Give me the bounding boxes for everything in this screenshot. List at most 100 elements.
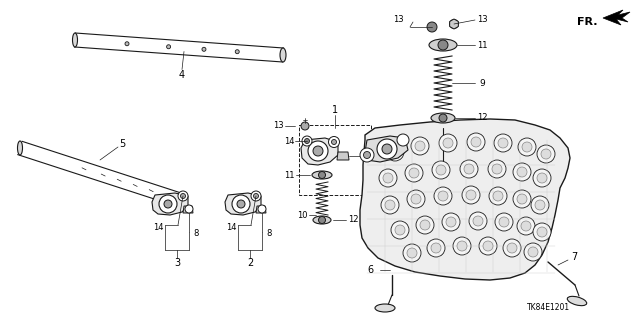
Ellipse shape — [313, 216, 331, 224]
Circle shape — [405, 164, 423, 182]
Circle shape — [446, 217, 456, 227]
Circle shape — [251, 191, 261, 201]
Ellipse shape — [375, 304, 395, 312]
Circle shape — [533, 223, 551, 241]
Text: 8: 8 — [266, 229, 272, 239]
Circle shape — [395, 225, 405, 235]
Text: 8: 8 — [366, 152, 372, 160]
Circle shape — [164, 200, 172, 208]
Circle shape — [432, 161, 450, 179]
Circle shape — [537, 145, 555, 163]
Circle shape — [431, 243, 441, 253]
Circle shape — [385, 200, 395, 210]
Circle shape — [471, 137, 481, 147]
Polygon shape — [225, 193, 261, 215]
Circle shape — [517, 217, 535, 235]
Circle shape — [391, 221, 409, 239]
Circle shape — [364, 152, 371, 159]
Ellipse shape — [72, 33, 77, 47]
Circle shape — [360, 148, 374, 162]
Circle shape — [464, 164, 474, 174]
Circle shape — [503, 239, 521, 257]
Ellipse shape — [280, 48, 286, 62]
Polygon shape — [360, 119, 570, 280]
Circle shape — [495, 213, 513, 231]
Circle shape — [513, 163, 531, 181]
Text: TK84E1201: TK84E1201 — [527, 303, 570, 313]
Circle shape — [420, 220, 430, 230]
Polygon shape — [152, 193, 188, 215]
Circle shape — [434, 187, 452, 205]
Text: FR.: FR. — [577, 17, 598, 27]
Circle shape — [492, 164, 502, 174]
Text: 12: 12 — [477, 114, 487, 122]
Circle shape — [466, 190, 476, 200]
Ellipse shape — [17, 141, 22, 155]
Circle shape — [467, 133, 485, 151]
Circle shape — [258, 205, 266, 213]
Circle shape — [381, 196, 399, 214]
Circle shape — [494, 134, 512, 152]
Ellipse shape — [177, 193, 183, 207]
Circle shape — [473, 216, 483, 226]
Circle shape — [386, 143, 404, 161]
Circle shape — [498, 138, 508, 148]
Circle shape — [302, 136, 312, 146]
Circle shape — [319, 172, 326, 179]
Bar — [299, 125, 371, 195]
Circle shape — [518, 138, 536, 156]
Polygon shape — [603, 10, 630, 25]
Text: 5: 5 — [119, 139, 125, 149]
Circle shape — [460, 160, 478, 178]
Text: 1: 1 — [332, 105, 338, 115]
Text: 9: 9 — [479, 78, 485, 87]
Circle shape — [411, 137, 429, 155]
Text: 2: 2 — [247, 258, 253, 268]
Polygon shape — [301, 138, 338, 165]
Circle shape — [319, 217, 326, 224]
Text: 6: 6 — [367, 265, 373, 275]
Circle shape — [528, 247, 538, 257]
Circle shape — [453, 237, 471, 255]
Text: 11: 11 — [284, 170, 294, 180]
Circle shape — [332, 139, 337, 145]
Circle shape — [438, 191, 448, 201]
Circle shape — [517, 167, 527, 177]
Text: 11: 11 — [477, 41, 487, 49]
Circle shape — [439, 134, 457, 152]
Polygon shape — [450, 19, 458, 29]
Circle shape — [415, 141, 425, 151]
Circle shape — [436, 165, 446, 175]
Circle shape — [443, 138, 453, 148]
Circle shape — [442, 213, 460, 231]
Circle shape — [178, 191, 188, 201]
Circle shape — [537, 227, 547, 237]
Circle shape — [253, 194, 259, 198]
Circle shape — [469, 212, 487, 230]
Circle shape — [328, 137, 339, 147]
Text: 12: 12 — [348, 216, 358, 225]
Ellipse shape — [431, 113, 455, 123]
Circle shape — [449, 19, 458, 28]
Circle shape — [180, 194, 186, 198]
Ellipse shape — [567, 296, 587, 306]
Circle shape — [439, 114, 447, 122]
Circle shape — [416, 216, 434, 234]
Circle shape — [483, 241, 493, 251]
Circle shape — [517, 194, 527, 204]
Circle shape — [411, 194, 421, 204]
Circle shape — [383, 173, 393, 183]
Circle shape — [397, 134, 409, 146]
Circle shape — [407, 190, 425, 208]
Circle shape — [407, 248, 417, 258]
Text: 13: 13 — [273, 122, 284, 130]
Circle shape — [521, 221, 531, 231]
Circle shape — [236, 50, 239, 54]
Circle shape — [537, 173, 547, 183]
Circle shape — [379, 169, 397, 187]
Text: 10: 10 — [297, 211, 307, 219]
Circle shape — [403, 244, 421, 262]
Text: 14: 14 — [153, 224, 163, 233]
Text: 13: 13 — [394, 16, 404, 25]
Circle shape — [185, 205, 193, 213]
